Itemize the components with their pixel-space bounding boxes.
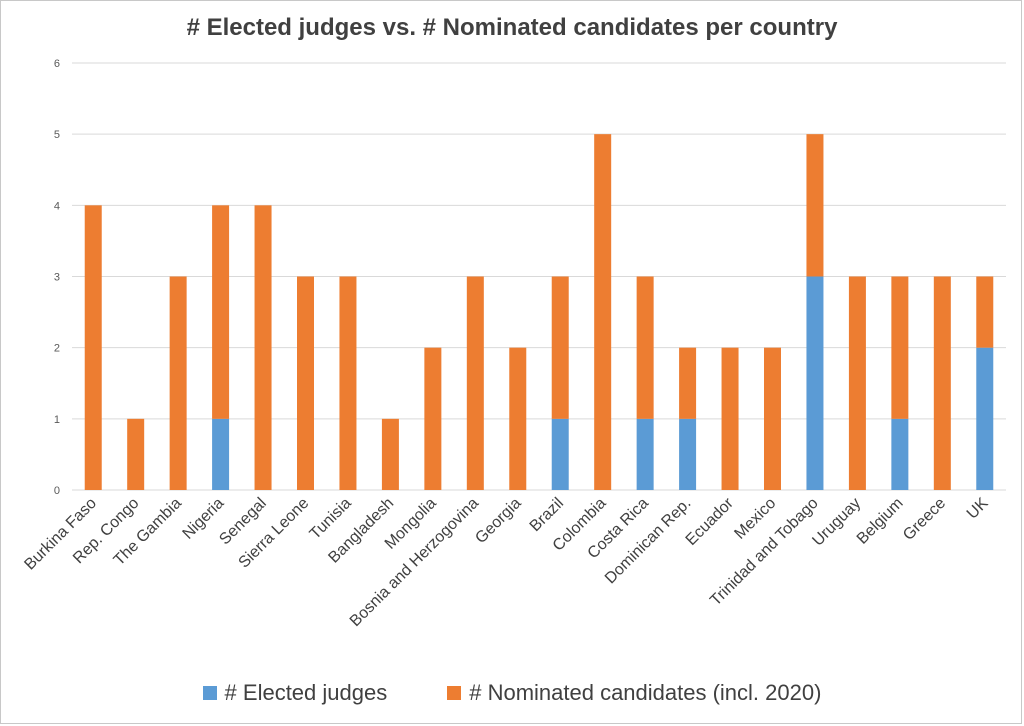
bar-elected-17 <box>806 276 824 490</box>
bar-nominated-13 <box>636 276 654 419</box>
bar-nominated-2 <box>169 276 187 490</box>
y-tick-label: 6 <box>54 58 60 70</box>
bar-nominated-12 <box>594 134 612 490</box>
bar-nominated-11 <box>551 276 569 419</box>
bar-elected-14 <box>679 418 697 490</box>
bar-nominated-10 <box>509 347 527 490</box>
y-tick-label: 4 <box>54 200 60 212</box>
bar-nominated-14 <box>679 347 697 419</box>
bar-nominated-16 <box>764 347 781 490</box>
bar-nominated-20 <box>933 276 951 490</box>
bar-elected-11 <box>551 418 569 490</box>
bar-nominated-1 <box>127 418 145 490</box>
bar-nominated-19 <box>891 276 909 419</box>
y-tick-label: 2 <box>54 343 60 355</box>
bar-nominated-3 <box>212 205 230 419</box>
legend-label-nominated: # Nominated candidates (incl. 2020) <box>469 680 822 705</box>
x-tick-label: Brazil <box>527 495 567 535</box>
legend-item-elected: # Elected judges <box>202 680 388 706</box>
bar-elected-19 <box>891 418 909 490</box>
bar-elected-21 <box>976 347 994 490</box>
legend-item-nominated: # Nominated candidates (incl. 2020) <box>447 680 821 706</box>
bar-nominated-4 <box>254 205 272 491</box>
bar-nominated-18 <box>848 276 866 490</box>
x-tick-label: Greece <box>900 495 949 544</box>
y-tick-label: 1 <box>54 414 60 426</box>
bar-elected-3 <box>212 418 230 490</box>
y-tick-label: 3 <box>54 272 60 284</box>
x-tick-label: Georgia <box>472 495 524 547</box>
y-tick-label: 0 <box>54 485 60 497</box>
x-tick-label: Ecuador <box>683 494 738 549</box>
legend: # Elected judges # Nominated candidates … <box>0 680 1024 706</box>
bar-nominated-8 <box>424 347 442 490</box>
bar-nominated-7 <box>381 418 399 490</box>
bar-elected-13 <box>636 418 654 490</box>
x-tick-label: Burkina Faso <box>21 495 100 574</box>
x-tick-label: UK <box>964 495 992 523</box>
legend-swatch-elected <box>202 686 217 700</box>
bar-nominated-9 <box>466 276 484 490</box>
x-tick-label: Belgium <box>854 495 907 548</box>
legend-swatch-nominated <box>447 686 462 700</box>
y-axis-ticks: 0 1 2 3 4 5 6 <box>54 58 60 497</box>
bar-nominated-6 <box>339 276 357 490</box>
y-tick-label: 5 <box>54 129 60 141</box>
bar-nominated-17 <box>806 134 824 277</box>
bar-nominated-15 <box>721 347 739 490</box>
chart-title: # Elected judges vs. # Nominated candida… <box>186 14 838 41</box>
bar-nominated-21 <box>976 276 994 348</box>
bars <box>84 134 994 491</box>
bar-nominated-0 <box>84 205 102 491</box>
legend-label-elected: # Elected judges <box>224 680 388 705</box>
bar-nominated-5 <box>297 276 314 490</box>
